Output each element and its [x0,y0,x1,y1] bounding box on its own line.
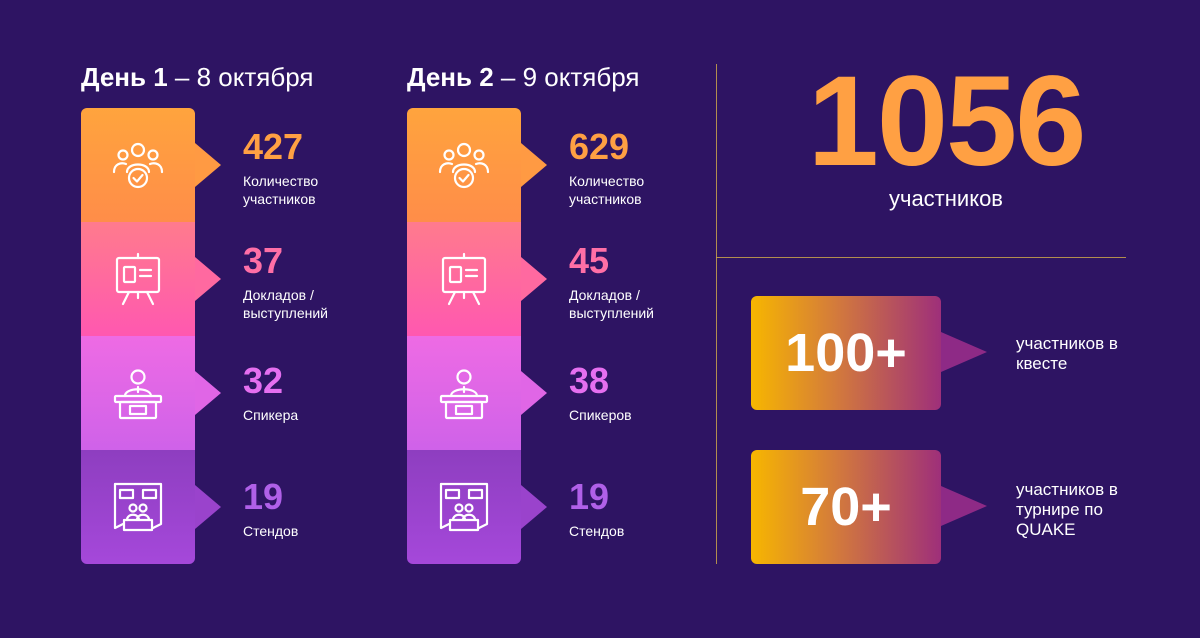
day-2-booths-stat: 19 Стендов [569,478,699,540]
badge-value: 70+ [800,477,892,537]
day-1-title: День 1 – 8 октября [81,62,314,93]
tile-pointer [521,257,547,301]
day-2-talks-stat: 45 Докладов / выступлений [569,242,699,322]
tile-pointer [521,371,547,415]
day-2-talks-tile [407,222,547,336]
stat-label: Стендов [243,523,299,539]
total-participants-label: участников [888,186,1003,211]
stat-label: Стендов [569,523,625,539]
day-1-speakers-stat: 32 Спикера [243,362,373,424]
day-1-booths-tile [81,450,221,564]
day-1-title-bold: День 1 [81,62,168,92]
vertical-divider [716,64,717,564]
stat-value: 19 [569,476,610,517]
people-group-check-icon [437,138,491,192]
day-1-participants-stat: 427 Количество участников [243,128,373,208]
day-1-column [81,108,221,564]
stat-label: Спикеров [569,407,632,423]
day-2-participants-tile [407,108,547,222]
stat-label: Спикера [243,407,299,423]
stat-value: 32 [243,360,284,401]
stat-value: 45 [569,240,610,281]
quake-participants-badge: 70+ [751,450,987,564]
presentation-board-icon [111,252,165,306]
stat-label: Количество участников [243,173,319,207]
people-group-check-icon [111,138,165,192]
exhibition-booth-icon [111,480,165,534]
stat-label: Докладов / выступлений [243,287,328,321]
day-2-participants-stat: 629 Количество участников [569,128,699,208]
day-1-speakers-tile [81,336,221,450]
horizontal-divider [716,257,1126,258]
quake-participants-label: участников в турнире по QUAKE [1016,480,1118,539]
speaker-podium-icon [111,366,165,420]
stat-value: 38 [569,360,610,401]
tile-pointer [521,485,547,529]
tile-pointer [521,143,547,187]
tile-pointer [195,143,221,187]
day-2-speakers-stat: 38 Спикеров [569,362,699,424]
day-1-talks-tile [81,222,221,336]
day-2-title-bold: День 2 [407,62,494,92]
stat-label: Количество участников [569,173,645,207]
day-2-booths-tile [407,450,547,564]
day-1-talks-stat: 37 Докладов / выступлений [243,242,373,322]
total-participants-value: 1056 [807,50,1087,193]
tile-pointer [195,257,221,301]
day-2-speakers-tile [407,336,547,450]
day-1-booths-stat: 19 Стендов [243,478,373,540]
stat-label: Докладов / выступлений [569,287,654,321]
quest-participants-badge: 100+ [751,296,987,410]
stat-value: 629 [569,126,630,167]
speaker-podium-icon [437,366,491,420]
exhibition-booth-icon [437,480,491,534]
day-2-column [407,108,547,564]
badge-pointer [941,486,987,526]
stat-value: 427 [243,126,304,167]
day-2-title: День 2 – 9 октября [407,62,640,93]
stat-value: 19 [243,476,284,517]
quest-participants-label: участников в квесте [1016,334,1118,373]
badge-pointer [941,332,987,372]
day-1-participants-tile [81,108,221,222]
tile-pointer [195,485,221,529]
tile-pointer [195,371,221,415]
stat-value: 37 [243,240,284,281]
day-1-title-date: – 8 октября [167,62,314,92]
day-2-title-date: – 9 октября [493,62,640,92]
presentation-board-icon [437,252,491,306]
badge-value: 100+ [785,323,907,383]
